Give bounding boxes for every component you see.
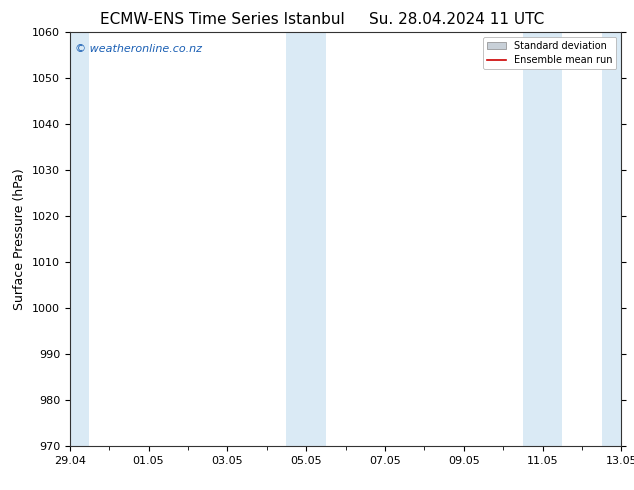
Bar [50,32,89,446]
Bar [287,32,326,446]
Bar [523,32,562,446]
Bar [602,32,634,446]
Legend: Standard deviation, Ensemble mean run: Standard deviation, Ensemble mean run [483,37,616,70]
Text: ECMW-ENS Time Series Istanbul: ECMW-ENS Time Series Istanbul [100,12,344,27]
Text: Su. 28.04.2024 11 UTC: Su. 28.04.2024 11 UTC [369,12,544,27]
Text: © weatheronline.co.nz: © weatheronline.co.nz [75,44,202,54]
Y-axis label: Surface Pressure (hPa): Surface Pressure (hPa) [13,168,27,310]
